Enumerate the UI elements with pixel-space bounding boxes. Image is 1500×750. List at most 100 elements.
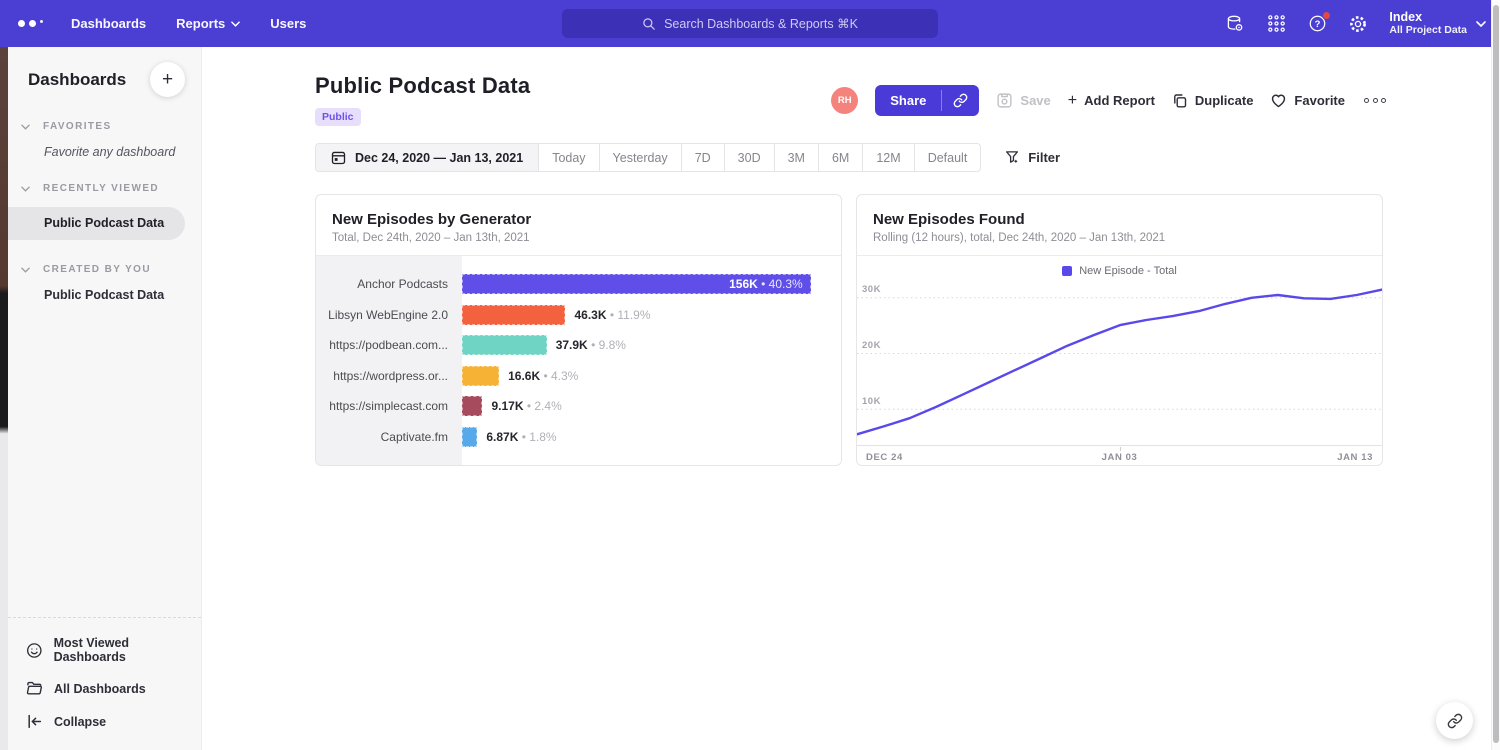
sidebar-item-public-podcast-data[interactable]: Public Podcast Data xyxy=(8,207,185,240)
bar-row: Anchor Podcasts 156K • 40.3% xyxy=(316,269,841,300)
save-label: Save xyxy=(1020,93,1051,108)
favorite-button[interactable]: Favorite xyxy=(1270,92,1345,109)
bar-value-label: 16.6K • 4.3% xyxy=(508,368,579,383)
add-dashboard-button[interactable]: + xyxy=(150,62,185,97)
nav-users-label: Users xyxy=(270,16,307,31)
avatar[interactable]: RH xyxy=(831,87,859,114)
folder-icon xyxy=(26,681,43,695)
data-sources-icon[interactable] xyxy=(1225,14,1245,34)
svg-text:?: ? xyxy=(1314,19,1320,30)
all-dashboards-item[interactable]: All Dashboards xyxy=(8,672,201,705)
nav-dashboards[interactable]: Dashboards xyxy=(71,16,146,31)
collapse-sidebar-item[interactable]: Collapse xyxy=(8,705,201,738)
date-range-control: Dec 24, 2020 — Jan 13, 2021 Today Yester… xyxy=(315,143,982,172)
bar-chart: Anchor Podcasts 156K • 40.3% Libsyn WebEng… xyxy=(316,256,841,465)
preset-12m[interactable]: 12M xyxy=(862,144,913,171)
favorite-label: Favorite xyxy=(1294,93,1345,108)
bar-value-label: 46.3K • 11.9% xyxy=(574,307,651,322)
section-created-by-you-label: CREATED BY YOU xyxy=(43,264,151,275)
x-tick-jan13: JAN 13 xyxy=(1337,452,1373,463)
duplicate-button[interactable]: Duplicate xyxy=(1172,93,1254,109)
get-link-floating-button[interactable] xyxy=(1436,702,1473,739)
add-report-button[interactable]: + Add Report xyxy=(1067,91,1155,109)
bar-label-column xyxy=(316,256,462,465)
smiley-icon xyxy=(26,642,42,658)
more-menu-button[interactable] xyxy=(1362,94,1388,107)
bar[interactable] xyxy=(462,335,547,356)
all-dashboards-label: All Dashboards xyxy=(54,681,146,696)
project-switcher[interactable]: Index All Project Data xyxy=(1389,10,1486,37)
public-badge: Public xyxy=(315,108,361,126)
share-link-button[interactable] xyxy=(942,85,979,116)
logo-dot xyxy=(18,20,25,27)
card-subtitle: Rolling (12 hours), total, Dec 24th, 202… xyxy=(873,232,1166,244)
bar[interactable]: 156K • 40.3% xyxy=(462,274,811,295)
preset-6m[interactable]: 6M xyxy=(817,144,862,171)
app-logo-icon[interactable] xyxy=(18,20,43,27)
card-title: New Episodes by Generator xyxy=(332,211,532,228)
bar[interactable] xyxy=(462,426,478,447)
chevron-down-icon xyxy=(21,186,30,192)
bar-value-label: 6.87K • 1.8% xyxy=(486,429,557,444)
share-label: Share xyxy=(890,93,927,108)
background-page-strip xyxy=(0,47,8,750)
plus-icon: + xyxy=(1067,91,1078,109)
scrollbar-thumb[interactable] xyxy=(1493,5,1499,743)
line-chart: New Episode - Total 30K 20K 10K xyxy=(857,264,1382,465)
share-button[interactable]: Share xyxy=(875,85,980,116)
search-input[interactable]: Search Dashboards & Reports ⌘K xyxy=(562,9,938,38)
x-axis-labels: DEC 24 JAN 03 JAN 13 xyxy=(857,447,1382,465)
card-subtitle: Total, Dec 24th, 2020 – Jan 13th, 2021 xyxy=(332,232,530,244)
add-report-label: Add Report xyxy=(1084,93,1155,108)
bar[interactable] xyxy=(462,304,566,325)
nav-users[interactable]: Users xyxy=(270,16,306,31)
bar-row: Libsyn WebEngine 2.0 46.3K • 11.9% xyxy=(316,300,841,331)
line-chart-svg xyxy=(857,288,1382,446)
line-plot-area[interactable]: 30K 20K 10K xyxy=(857,277,1382,447)
bar-category-label: Anchor Podcasts xyxy=(357,277,448,292)
preset-default[interactable]: Default xyxy=(913,144,981,171)
preset-7d[interactable]: 7D xyxy=(680,144,724,171)
bar-track: 16.6K • 4.3% xyxy=(462,365,841,386)
filter-button[interactable]: Filter xyxy=(1005,150,1060,165)
question-circle-icon: ? xyxy=(1309,15,1326,32)
bar[interactable] xyxy=(462,365,500,386)
help-icon[interactable]: ? xyxy=(1307,10,1332,34)
date-range-label: Dec 24, 2020 — Jan 13, 2021 xyxy=(355,150,524,165)
settings-icon[interactable] xyxy=(1348,14,1368,34)
preset-today[interactable]: Today xyxy=(538,144,598,171)
card-new-episodes-by-generator: New Episodes by Generator Total, Dec 24t… xyxy=(315,194,842,466)
duplicate-label: Duplicate xyxy=(1194,93,1254,108)
bar-row: Captivate.fm 6.87K • 1.8% xyxy=(316,422,841,453)
apps-grid-icon[interactable] xyxy=(1266,14,1286,34)
date-range-button[interactable]: Dec 24, 2020 — Jan 13, 2021 xyxy=(316,144,539,171)
bar-row: https://simplecast.com 9.17K • 2.4% xyxy=(316,391,841,422)
sidebar-item-public-podcast-data-created[interactable]: Public Podcast Data xyxy=(44,288,165,302)
preset-yesterday[interactable]: Yesterday xyxy=(598,144,681,171)
bar-track: 6.87K • 1.8% xyxy=(462,426,841,447)
chevron-down-icon xyxy=(21,267,30,273)
bar-track: 46.3K • 11.9% xyxy=(462,304,841,325)
bar-category-label: https://podbean.com... xyxy=(329,338,448,353)
bar-row: https://wordpress.or... 16.6K • 4.3% xyxy=(316,361,841,392)
nav-reports[interactable]: Reports xyxy=(176,16,241,31)
preset-3m[interactable]: 3M xyxy=(773,144,818,171)
x-tick-dec24: DEC 24 xyxy=(866,452,903,463)
y-tick-20k: 20K xyxy=(862,340,881,351)
most-viewed-dashboards-item[interactable]: Most Viewed Dashboards xyxy=(8,628,201,672)
section-recently-viewed[interactable]: RECENTLY VIEWED xyxy=(8,183,201,194)
bar-category-label: Captivate.fm xyxy=(380,429,448,444)
project-name: Index xyxy=(1389,10,1423,24)
section-recently-viewed-label: RECENTLY VIEWED xyxy=(43,183,160,194)
sidebar: Dashboards + FAVORITES Favorite any dash… xyxy=(8,47,202,750)
bar[interactable] xyxy=(462,396,483,417)
logo-dot xyxy=(29,20,36,27)
save-icon xyxy=(997,93,1012,108)
preset-30d[interactable]: 30D xyxy=(723,144,774,171)
main-content: Public Podcast Data Public RH Share xyxy=(202,47,1500,750)
card-title: New Episodes Found xyxy=(873,211,1025,228)
section-created-by-you[interactable]: CREATED BY YOU xyxy=(8,264,201,275)
save-button[interactable]: Save xyxy=(996,92,1051,109)
chart-legend: New Episode - Total xyxy=(857,264,1382,277)
section-favorites[interactable]: FAVORITES xyxy=(8,121,201,132)
